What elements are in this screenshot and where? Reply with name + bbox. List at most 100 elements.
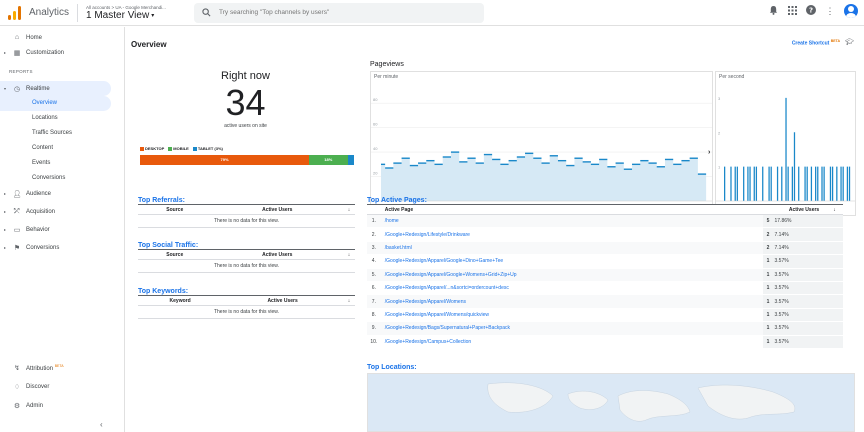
page-title: Overview <box>131 40 167 49</box>
spacer <box>833 241 843 256</box>
sidebar-item-traffic-sources[interactable]: Traffic Sources <box>32 130 73 136</box>
active-page-link[interactable]: /Google+Redesign/Apparel/Womens <box>380 294 763 309</box>
per-second-bar <box>815 166 817 201</box>
column-header[interactable]: Keyword <box>138 295 223 306</box>
active-page-link[interactable]: /Google+Redesign/Apparel/Google+Dino+Gam… <box>380 254 763 269</box>
active-page-link[interactable]: /Google+Redesign/Apparel/...n&sortci=ord… <box>380 281 763 296</box>
column-header[interactable]: Active Users <box>211 204 343 215</box>
gear-icon: ⚙ <box>13 402 21 410</box>
per-second-bar <box>747 166 749 201</box>
sidebar-item-admin[interactable]: ⚙ Admin <box>0 398 124 413</box>
graduation-cap-icon[interactable]: 🎓︎ <box>845 39 854 46</box>
header-divider <box>77 3 79 22</box>
sidebar-item-conversions-rt[interactable]: Conversions <box>32 175 66 181</box>
notifications-icon[interactable] <box>768 5 778 17</box>
sidebar-item-acquisition[interactable]: ▸ ⤱ Acquisition <box>0 204 124 219</box>
table-row: 7./Google+Redesign/Apparel/Womens 1 3.57% <box>367 294 843 309</box>
per-second-bar <box>730 166 732 201</box>
column-header[interactable]: Active Users <box>211 249 343 260</box>
device-legend: DESKTOP MOBILE TABLET (3%) <box>140 146 223 151</box>
sidebar-item-label: Home <box>26 34 43 41</box>
help-icon[interactable]: ? <box>806 5 816 17</box>
sidebar-item-overview[interactable]: Overview <box>0 96 111 111</box>
account-selector[interactable]: All accounts > UA - Google Merchandi... … <box>86 5 186 21</box>
row-rank: 2. <box>367 227 381 242</box>
search-input[interactable] <box>219 9 460 16</box>
table-row: There is no data for this view. <box>138 259 355 273</box>
active-page-link[interactable]: /Google+Redesign/Apparel/Womens/quickvie… <box>380 308 763 323</box>
top-social-title[interactable]: Top Social Traffic: <box>138 242 199 249</box>
sidebar-item-realtime[interactable]: ▾ ◷ Realtime <box>0 81 111 96</box>
more-vert-icon[interactable]: ⋮ <box>825 5 835 16</box>
column-header[interactable]: Active Page <box>380 204 763 215</box>
empty-message: There is no data for this view. <box>138 214 355 228</box>
table-header-row: Source Active Users ↓ <box>138 249 355 260</box>
apps-grid-icon[interactable] <box>787 5 797 17</box>
top-locations-title[interactable]: Top Locations: <box>367 364 417 371</box>
spacer <box>367 204 381 215</box>
create-shortcut-link[interactable]: Create Shortcut BETA <box>792 39 840 47</box>
per-second-chart: Per second 321-45 sec-30 sec-20 sec-10 s… <box>715 71 856 216</box>
analytics-logo[interactable] <box>8 5 22 20</box>
empty-message: There is no data for this view. <box>138 259 355 273</box>
column-header[interactable]: Active Users <box>762 204 834 215</box>
sort-arrow-icon[interactable]: ↓ <box>833 204 843 215</box>
active-users-count: 34 <box>225 82 266 123</box>
active-page-link[interactable]: /home <box>380 214 763 229</box>
spacer <box>833 308 843 323</box>
view-name: 1 Master View <box>86 9 150 21</box>
active-page-link[interactable]: /Google+Redesign/Bags/Supernatural+Paper… <box>380 321 763 336</box>
right-now-panel: Right now 34 active users on site <box>138 69 353 129</box>
sidebar-item-locations[interactable]: Locations <box>32 115 58 121</box>
active-user-percent: 3.57% <box>772 335 834 349</box>
search-bar[interactable] <box>194 2 485 23</box>
per-second-bar <box>846 166 849 201</box>
sidebar-item-attribution[interactable]: ↯ Attribution BETA <box>0 360 124 375</box>
sidebar-item-conversions[interactable]: ▸ ⚑ Conversions <box>0 240 124 255</box>
active-user-count: 1 <box>762 268 773 282</box>
table-row: 8./Google+Redesign/Apparel/Womens/quickv… <box>367 308 843 323</box>
column-header[interactable]: Active Users <box>222 295 343 306</box>
per-second-bar <box>831 166 834 201</box>
column-header[interactable]: Source <box>138 249 212 260</box>
column-header[interactable]: Source <box>138 204 212 215</box>
world-map[interactable] <box>367 373 855 432</box>
sidebar-item-audience[interactable]: ▸ 👤︎ Audience <box>0 186 124 201</box>
table-row: 3./basket.html 2 7.14% <box>367 241 843 256</box>
sidebar-item-customization[interactable]: ▸ ▦ Customization <box>0 45 124 60</box>
top-active-pages-title[interactable]: Top Active Pages: <box>367 197 427 204</box>
sidebar-item-content[interactable]: Content <box>32 145 54 151</box>
row-rank: 7. <box>367 294 381 309</box>
sidebar-item-events[interactable]: Events <box>32 160 51 166</box>
active-user-percent: 3.57% <box>772 321 834 336</box>
legend-mobile: MOBILE <box>168 146 189 151</box>
per-second-bar <box>848 166 851 201</box>
table-row: 10./Google+Redesign/Campus+Collection 1 3.… <box>367 335 843 349</box>
sidebar-item-discover[interactable]: ♢ Discover <box>0 379 124 394</box>
table-row: 1./home 5 17.86% <box>367 214 843 229</box>
top-keywords-title[interactable]: Top Keywords: <box>138 288 189 295</box>
sort-arrow-icon[interactable]: ↓ <box>343 249 355 260</box>
active-user-percent: 3.57% <box>772 308 834 323</box>
sort-arrow-icon[interactable]: ↓ <box>343 204 355 215</box>
active-page-link[interactable]: /Google+Redesign/Apparel/Google+Womens+G… <box>380 268 763 282</box>
collapse-sidebar-icon[interactable]: ‹ <box>100 420 103 429</box>
sidebar-item-home[interactable]: ⌂ Home <box>0 30 124 45</box>
active-user-percent: 3.57% <box>772 281 834 296</box>
per-second-bar <box>770 166 772 201</box>
top-referrals-section: Top Referrals: Source Active Users ↓ The… <box>138 197 355 228</box>
sort-arrow-icon[interactable]: ↓ <box>343 295 355 306</box>
active-page-link[interactable]: /Google+Redesign/Lifestyle/Drinkware <box>380 227 763 242</box>
active-page-link[interactable]: /basket.html <box>380 241 763 256</box>
account-avatar[interactable] <box>844 4 858 18</box>
top-referrals-title[interactable]: Top Referrals: <box>138 197 185 204</box>
per-second-svg: 321-45 sec-30 sec-20 sec-10 sec <box>716 96 855 210</box>
chevron-right-icon[interactable]: › <box>708 149 711 156</box>
expand-arrow-icon: ▸ <box>4 227 7 232</box>
per-second-bar <box>781 166 783 201</box>
active-page-link[interactable]: /Google+Redesign/Campus+Collection <box>380 335 763 349</box>
top-social-table: Source Active Users ↓ There is no data f… <box>138 249 355 273</box>
sidebar-item-behavior[interactable]: ▸ ▭ Behavior <box>0 222 124 237</box>
